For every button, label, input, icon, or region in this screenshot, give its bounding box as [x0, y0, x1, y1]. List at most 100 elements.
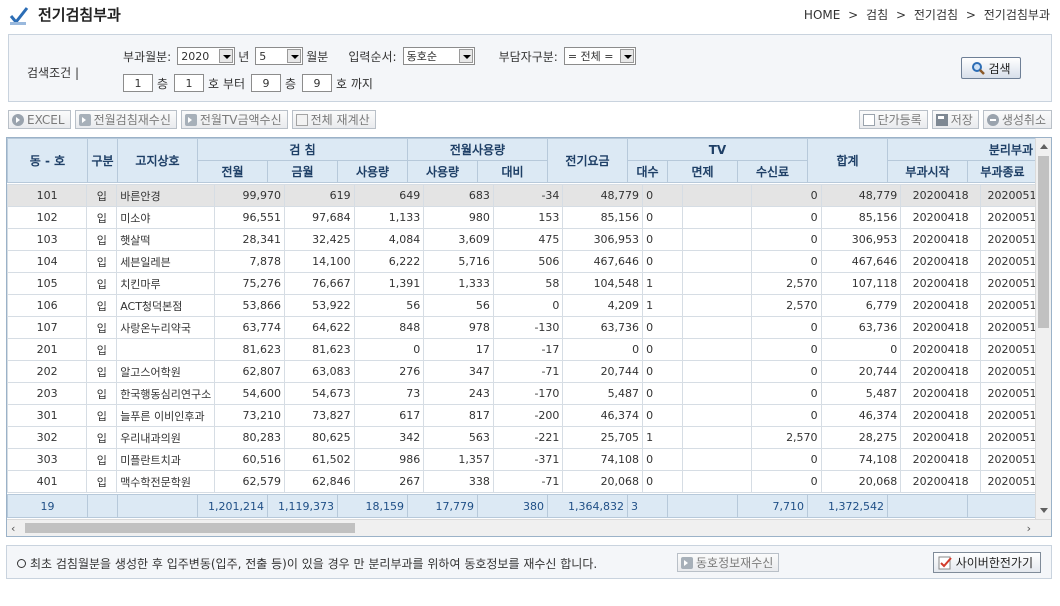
- breadcrumb-meter[interactable]: 검침: [866, 8, 889, 22]
- cell-dongho[interactable]: 302: [7, 426, 88, 449]
- col-prev-usage[interactable]: 사용량: [407, 160, 478, 183]
- from-unit-input[interactable]: 1: [174, 74, 205, 92]
- cell-prev-usage[interactable]: 243: [423, 382, 494, 405]
- cell-tv-count[interactable]: 0: [642, 360, 683, 383]
- cell-tv-exempt[interactable]: [681, 360, 752, 383]
- cell-diff[interactable]: -200: [492, 404, 564, 427]
- cell-end[interactable]: 20200517: [980, 382, 1051, 405]
- cell-prev[interactable]: 54,600: [214, 382, 285, 405]
- cell-tv-count[interactable]: 0: [642, 404, 683, 427]
- cell-type[interactable]: 입: [86, 316, 118, 339]
- scroll-up-icon[interactable]: [1040, 144, 1048, 149]
- prev-meter-resync-button[interactable]: 전월검침재수신: [74, 110, 177, 129]
- cell-tv-count[interactable]: 0: [642, 184, 683, 207]
- table-row[interactable]: 101 입 바른안경 99,970 619 649 683 -34 48,779 0 0 48,779…: [7, 184, 1051, 207]
- cell-tv-count[interactable]: 0: [642, 250, 683, 273]
- cell-diff[interactable]: -170: [492, 382, 564, 405]
- cell-usage[interactable]: 73: [353, 382, 425, 405]
- cell-type[interactable]: 입: [86, 272, 118, 295]
- col-split-end[interactable]: 부과종료: [967, 160, 1038, 183]
- cell-type[interactable]: 입: [86, 184, 118, 207]
- cell-fee[interactable]: 25,705: [562, 426, 644, 449]
- table-row[interactable]: 106 입 ACT청덕본점 53,866 53,922 56 56 0 4,209 1 2,570 6…: [7, 294, 1051, 317]
- cell-usage[interactable]: 848: [353, 316, 425, 339]
- cell-end[interactable]: 20200517: [980, 294, 1051, 317]
- table-row[interactable]: 102 입 미소야 96,551 97,684 1,133 980 153 85,156 0 0 85…: [7, 206, 1051, 229]
- cell-prev-usage[interactable]: 1,333: [423, 272, 494, 295]
- cell-dongho[interactable]: 103: [7, 228, 88, 251]
- cell-prev-usage[interactable]: 3,609: [423, 228, 494, 251]
- cell-type[interactable]: 입: [86, 404, 118, 427]
- cell-tv-fee[interactable]: 0: [750, 382, 822, 405]
- cell-tv-count[interactable]: 0: [642, 228, 683, 251]
- cell-fee[interactable]: 104,548: [562, 272, 644, 295]
- cell-diff[interactable]: -17: [492, 338, 564, 361]
- cell-dongho[interactable]: 301: [7, 404, 88, 427]
- cell-start[interactable]: 20200418: [900, 360, 981, 383]
- cell-fee[interactable]: 48,779: [562, 184, 644, 207]
- cell-name[interactable]: ACT청덕본점: [116, 294, 216, 317]
- cell-end[interactable]: 20200517: [980, 360, 1051, 383]
- col-prev-reading[interactable]: 전월: [197, 160, 268, 183]
- vertical-scrollbar[interactable]: [1035, 138, 1051, 519]
- cell-diff[interactable]: 0: [492, 294, 564, 317]
- cell-prev[interactable]: 62,807: [214, 360, 285, 383]
- cell-name[interactable]: 미플란트치과: [116, 448, 216, 471]
- cell-total[interactable]: 63,736: [820, 316, 902, 339]
- cell-start[interactable]: 20200418: [900, 316, 981, 339]
- cell-tv-fee[interactable]: 0: [750, 206, 822, 229]
- year-select[interactable]: 2020: [177, 47, 236, 65]
- cell-total[interactable]: 467,646: [820, 250, 902, 273]
- cell-usage[interactable]: 56: [353, 294, 425, 317]
- cell-diff[interactable]: 153: [492, 206, 564, 229]
- cell-tv-exempt[interactable]: [681, 294, 752, 317]
- cell-fee[interactable]: 0: [562, 338, 644, 361]
- from-floor-input[interactable]: 1: [123, 74, 153, 92]
- cell-name[interactable]: 늘푸른 이비인후과: [116, 404, 216, 427]
- cell-dongho[interactable]: 202: [7, 360, 88, 383]
- cell-total[interactable]: 306,953: [820, 228, 902, 251]
- cell-tv-fee[interactable]: 0: [750, 184, 822, 207]
- cell-cur[interactable]: 81,623: [283, 338, 355, 361]
- cell-tv-count[interactable]: 1: [642, 272, 683, 295]
- cell-tv-fee[interactable]: 2,570: [750, 426, 822, 449]
- cell-type[interactable]: 입: [86, 360, 118, 383]
- cell-cur[interactable]: 73,827: [283, 404, 355, 427]
- table-row[interactable]: 301 입 늘푸른 이비인후과 73,210 73,827 617 817 -200 46,37…: [7, 404, 1051, 427]
- cell-cur[interactable]: 53,922: [283, 294, 355, 317]
- cell-start[interactable]: 20200418: [900, 338, 981, 361]
- cell-prev-usage[interactable]: 683: [423, 184, 494, 207]
- cell-start[interactable]: 20200418: [900, 294, 981, 317]
- cell-usage[interactable]: 4,084: [353, 228, 425, 251]
- cell-tv-exempt[interactable]: [681, 426, 752, 449]
- cell-prev-usage[interactable]: 563: [423, 426, 494, 449]
- cell-dongho[interactable]: 104: [7, 250, 88, 273]
- cell-cur[interactable]: 63,083: [283, 360, 355, 383]
- cell-usage[interactable]: 276: [353, 360, 425, 383]
- col-fee[interactable]: 전기요금: [547, 138, 628, 183]
- cell-total[interactable]: 5,487: [820, 382, 902, 405]
- cell-name[interactable]: 미소야: [116, 206, 216, 229]
- scroll-thumb[interactable]: [25, 523, 355, 533]
- cell-prev-usage[interactable]: 978: [423, 316, 494, 339]
- cell-prev-usage[interactable]: 1,357: [423, 448, 494, 471]
- cell-type[interactable]: 입: [86, 228, 118, 251]
- scroll-right-icon[interactable]: ›: [1026, 522, 1031, 535]
- scroll-thumb[interactable]: [1038, 156, 1049, 328]
- cell-prev-usage[interactable]: 56: [423, 294, 494, 317]
- cell-prev[interactable]: 96,551: [214, 206, 285, 229]
- cell-tv-exempt[interactable]: [681, 338, 752, 361]
- to-unit-input[interactable]: 9: [302, 74, 333, 92]
- cell-tv-exempt[interactable]: [681, 228, 752, 251]
- cell-prev-usage[interactable]: 980: [423, 206, 494, 229]
- cell-diff[interactable]: -71: [492, 360, 564, 383]
- cell-dongho[interactable]: 401: [7, 470, 88, 493]
- cell-name[interactable]: 사랑온누리약국: [116, 316, 216, 339]
- cell-fee[interactable]: 63,736: [562, 316, 644, 339]
- cell-prev[interactable]: 62,579: [214, 470, 285, 493]
- cell-tv-fee[interactable]: 2,570: [750, 294, 822, 317]
- cell-type[interactable]: 입: [86, 294, 118, 317]
- col-tv-count[interactable]: 대수: [627, 160, 668, 183]
- cell-fee[interactable]: 306,953: [562, 228, 644, 251]
- cell-tv-exempt[interactable]: [681, 184, 752, 207]
